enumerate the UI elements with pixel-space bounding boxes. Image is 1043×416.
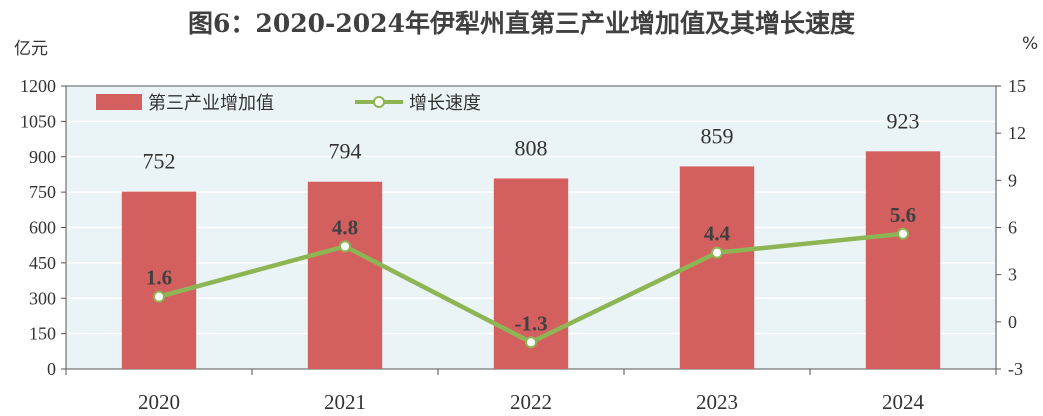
bar-value-label: 808: [515, 135, 548, 160]
left-axis-tick-label: 600: [29, 218, 56, 238]
bar-value-label: 859: [701, 123, 734, 148]
chart-title: 图6：2020-2024年伊犁州直第三产业增加值及其增长速度: [188, 9, 855, 38]
growth-point: [897, 227, 909, 240]
bar: [121, 191, 197, 369]
bar: [307, 181, 383, 369]
bar-value-label: 794: [329, 139, 362, 164]
x-axis-tick-label: 2024: [882, 390, 925, 414]
bar-value-label: 752: [143, 149, 176, 174]
bar: [679, 166, 755, 369]
right-axis-tick-label: -3: [1008, 359, 1023, 379]
right-axis-tick-label: 9: [1008, 170, 1017, 190]
growth-value-label: 4.8: [332, 215, 358, 239]
growth-point: [525, 336, 537, 349]
left-axis-tick-label: 900: [29, 147, 56, 167]
left-axis-tick-label: 1200: [20, 76, 56, 96]
growth-point: [153, 290, 165, 303]
x-axis-tick-label: 2020: [138, 390, 180, 414]
growth-value-label: 1.6: [146, 266, 172, 290]
growth-point: [711, 246, 723, 259]
x-axis-tick-label: 2023: [696, 390, 738, 414]
growth-value-label: 4.4: [704, 222, 731, 246]
legend-line-marker: [373, 96, 385, 108]
growth-point: [339, 240, 351, 253]
right-axis-tick-label: 0: [1008, 312, 1017, 332]
legend-line-label: 增长速度: [409, 93, 481, 113]
right-axis-unit: %: [1022, 34, 1039, 54]
right-axis-tick-label: 12: [1008, 123, 1026, 143]
right-axis-tick-label: 6: [1008, 218, 1017, 238]
left-axis-tick-label: 1050: [20, 111, 56, 131]
left-axis-tick-label: 150: [29, 324, 56, 344]
left-axis-tick-label: 300: [29, 288, 56, 308]
left-axis-unit: 亿元: [14, 39, 48, 59]
bar-value-label: 923: [887, 108, 920, 133]
legend-bar-label: 第三产业增加值: [148, 93, 274, 113]
legend-bar-swatch: [96, 94, 142, 110]
growth-value-label: 5.6: [890, 203, 916, 227]
right-axis-tick-label: 3: [1008, 265, 1017, 285]
x-axis-tick-label: 2022: [510, 390, 552, 414]
left-axis-tick-label: 450: [29, 253, 56, 273]
right-axis-tick-label: 15: [1008, 76, 1026, 96]
x-axis-tick-label: 2021: [324, 390, 366, 414]
left-axis-tick-label: 750: [29, 182, 56, 202]
growth-value-label: -1.3: [514, 311, 547, 335]
left-axis-tick-label: 0: [47, 359, 56, 379]
bar: [865, 151, 941, 369]
